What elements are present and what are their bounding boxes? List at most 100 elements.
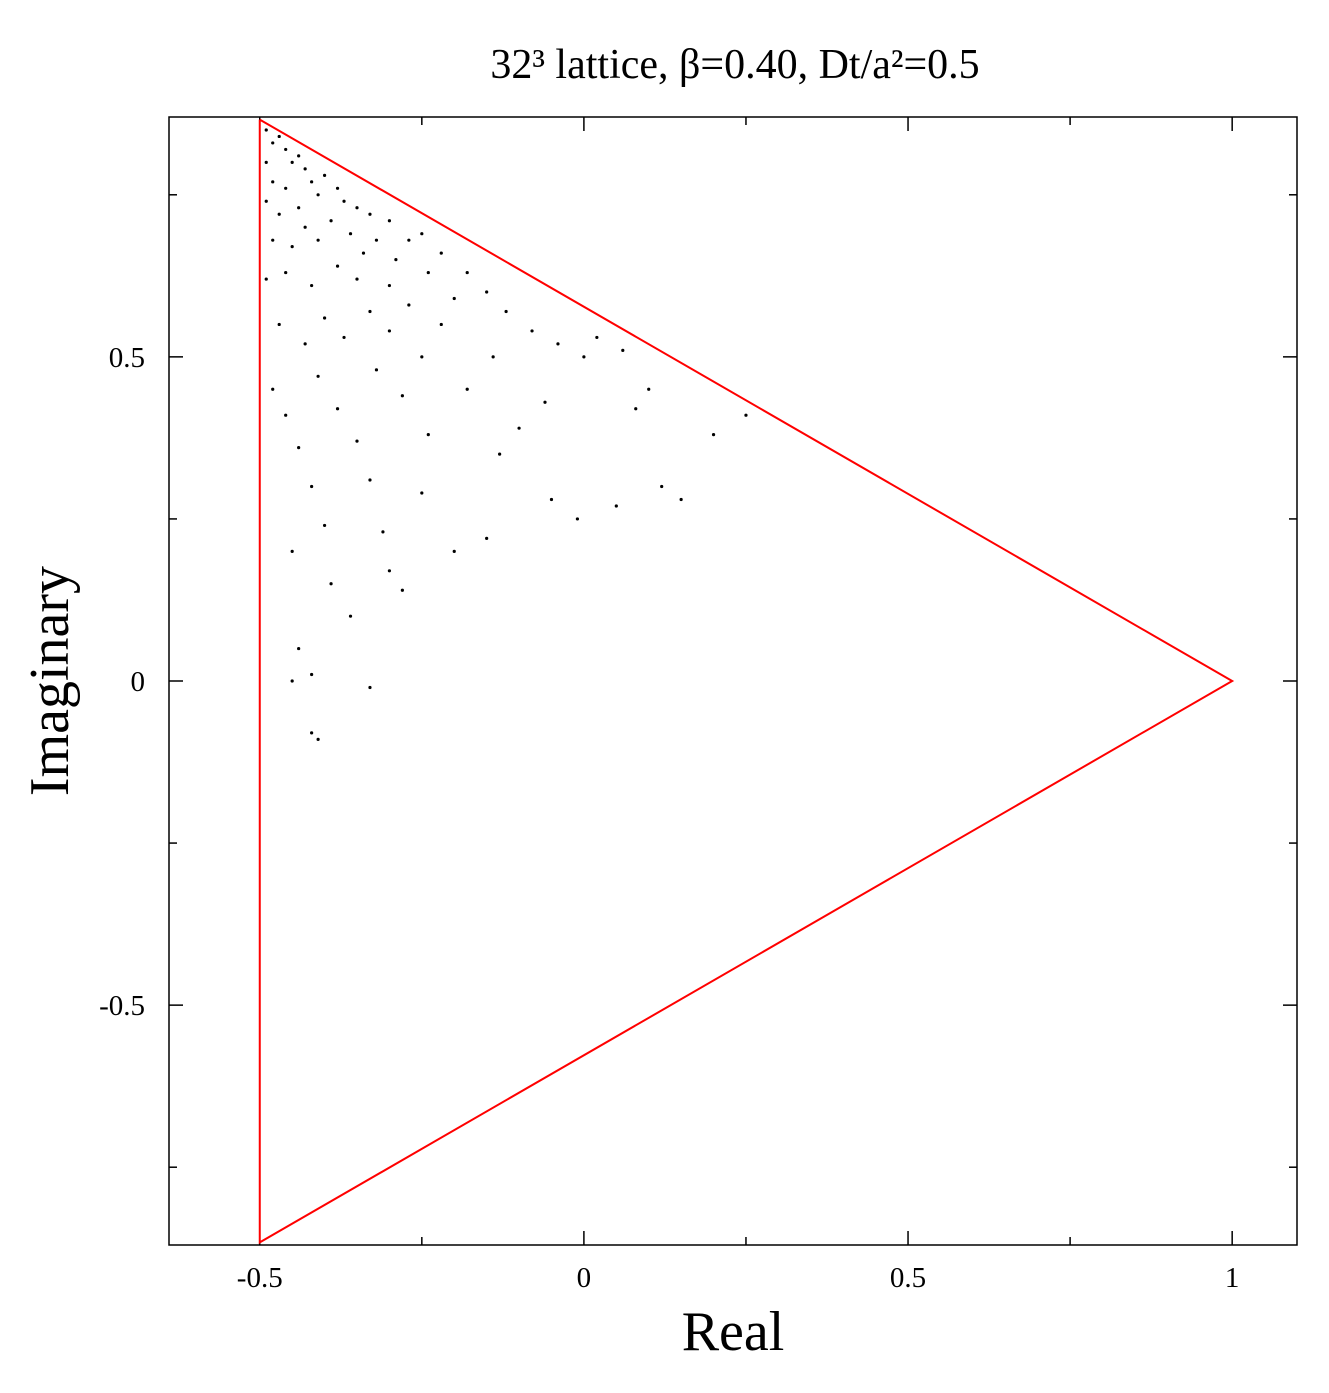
scatter-point xyxy=(465,387,469,391)
x-tick-label: 1 xyxy=(1225,1262,1240,1294)
scatter-point xyxy=(310,283,314,288)
scatter-point xyxy=(374,368,379,372)
scatter-point xyxy=(549,497,554,502)
scatter-point xyxy=(342,199,346,203)
scatter-point xyxy=(485,536,489,540)
scatter-point xyxy=(290,549,294,553)
scatter-point xyxy=(348,232,353,236)
scatter-point xyxy=(660,484,664,489)
scatter-point xyxy=(329,582,333,586)
scatter-point xyxy=(342,335,346,340)
scatter-point xyxy=(679,497,683,502)
scatter-point xyxy=(420,491,424,495)
scatter-point xyxy=(348,614,353,618)
scatter-point xyxy=(744,413,748,417)
scatter-point xyxy=(374,238,379,242)
scatter-point xyxy=(284,147,288,152)
scatter-point xyxy=(498,452,502,456)
scatter-point xyxy=(634,407,638,411)
scatter-point xyxy=(355,206,359,210)
scatter-point xyxy=(621,348,625,352)
scatter-point xyxy=(452,549,456,553)
x-tick-label: 0 xyxy=(577,1262,592,1294)
scatter-point xyxy=(290,679,294,683)
scatter-point xyxy=(322,173,327,177)
scatter-point xyxy=(310,672,314,677)
scatter-point xyxy=(387,329,392,333)
scatter-point xyxy=(368,212,372,216)
scatter-point xyxy=(543,400,547,404)
scatter-point xyxy=(394,258,398,262)
scatter-point xyxy=(290,245,294,249)
scatter-point xyxy=(575,517,580,521)
y-axis-label: Imaginary xyxy=(19,566,81,796)
scatter-point xyxy=(316,238,320,242)
scatter-point xyxy=(329,219,333,223)
scatter-point xyxy=(271,141,275,145)
scatter-point xyxy=(277,212,281,216)
scatter-point xyxy=(277,322,281,327)
scatter-point xyxy=(297,446,301,450)
scatter-point xyxy=(614,504,618,508)
scatter-point xyxy=(400,394,404,398)
scatter-point xyxy=(426,433,430,437)
scatter-point xyxy=(647,387,651,391)
scatter-point xyxy=(335,264,340,268)
scatter-point xyxy=(322,523,327,528)
scatter-point xyxy=(361,251,366,255)
scatter-point xyxy=(284,186,288,190)
scatter-point xyxy=(303,167,307,171)
scatter-point xyxy=(284,270,288,275)
scatter-point xyxy=(530,329,534,333)
scatter-point xyxy=(297,646,301,651)
scatter-point xyxy=(335,407,340,411)
scatter-point xyxy=(420,232,424,236)
scatter-point xyxy=(368,478,372,482)
scatter-point xyxy=(264,277,268,281)
scatter-point xyxy=(407,303,411,307)
scatter-point xyxy=(264,160,268,164)
plot-frame xyxy=(168,116,1298,1246)
scatter-point xyxy=(485,290,489,294)
scatter-point xyxy=(407,238,411,242)
scatter-point xyxy=(310,180,314,184)
scatter-point xyxy=(316,193,320,197)
scatter-point xyxy=(303,225,307,229)
scatter-point xyxy=(322,316,327,320)
scatter-point xyxy=(582,355,586,359)
scatter-point xyxy=(310,731,314,735)
scatter-point xyxy=(426,270,430,275)
scatter-point xyxy=(316,374,320,378)
scatter-point xyxy=(439,251,443,255)
scatter-point xyxy=(271,238,275,242)
scatter-point xyxy=(264,199,268,203)
scatter-point xyxy=(465,270,469,275)
scatter-point xyxy=(368,685,372,690)
scatter-point xyxy=(387,569,392,573)
scatter-point xyxy=(420,355,424,359)
x-axis-label: Real xyxy=(682,1301,785,1363)
scatter-point xyxy=(504,309,508,314)
scatter-point xyxy=(387,283,392,288)
scatter-point xyxy=(368,309,372,314)
scatter-point xyxy=(310,484,314,489)
scatter-point xyxy=(381,530,385,534)
scatter-point xyxy=(284,413,288,417)
y-tick-label: 0 xyxy=(131,666,146,698)
y-tick-label: -0.5 xyxy=(99,990,145,1022)
scatter-point xyxy=(556,342,560,346)
x-tick-label: -0.5 xyxy=(237,1262,283,1294)
scatter-point xyxy=(452,296,456,301)
scatter-point xyxy=(595,335,599,340)
scatter-point xyxy=(355,277,359,281)
scatter-point xyxy=(711,433,716,437)
scatter-point xyxy=(387,219,392,223)
scatter-point xyxy=(517,426,521,430)
scatter-point xyxy=(335,186,340,190)
scatter-point xyxy=(297,154,301,158)
y-tick-label: 0.5 xyxy=(109,342,145,374)
scatter-point xyxy=(439,322,443,327)
scatter-point xyxy=(316,737,320,741)
scatter-point xyxy=(277,134,281,139)
